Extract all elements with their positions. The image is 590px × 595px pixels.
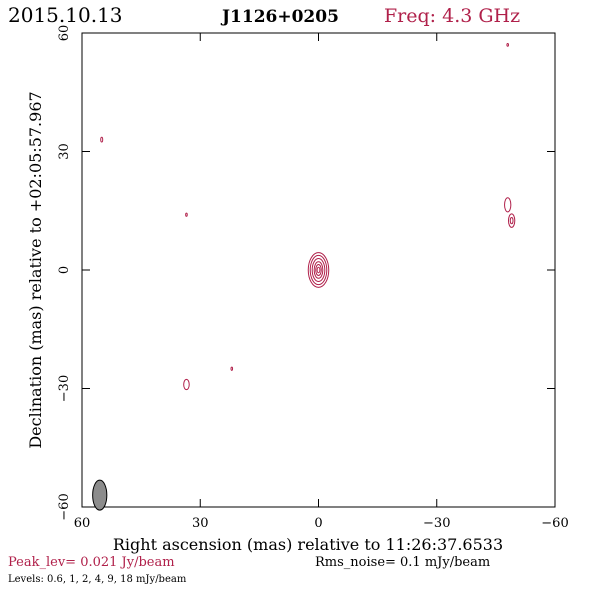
x-axis-label: Right ascension (mas) relative to 11:26:… bbox=[113, 535, 503, 554]
contour-blob-sw bbox=[183, 378, 190, 391]
x-tick-label: 0 bbox=[314, 516, 322, 531]
contour-core bbox=[307, 252, 330, 288]
beam-ellipse bbox=[92, 479, 108, 511]
y-tick-label: 0 bbox=[57, 266, 72, 274]
contour-core bbox=[309, 254, 328, 286]
contour-dot-nw bbox=[100, 136, 104, 143]
header-source: J1126+0205 bbox=[220, 7, 339, 27]
x-ticks: 60 30 0 −30 −60 bbox=[74, 33, 569, 531]
y-ticks: −60 −30 0 30 60 bbox=[57, 25, 555, 521]
contour-dot-mid bbox=[185, 212, 188, 217]
contour-core bbox=[311, 258, 326, 282]
plot-frame bbox=[81, 32, 556, 508]
y-tick-label: −60 bbox=[57, 493, 72, 520]
contour-east-knot bbox=[504, 197, 512, 213]
y-tick-label: 30 bbox=[57, 143, 72, 160]
contour-core bbox=[313, 261, 324, 279]
x-tick-label: 60 bbox=[74, 516, 91, 531]
contour-dot-south bbox=[230, 366, 234, 371]
y-axis-label: Declination (mas) relative to +02:05:57.… bbox=[26, 91, 45, 448]
header-date: 2015.10.13 bbox=[8, 3, 123, 27]
rms-noise: Rms_noise= 0.1 mJy/beam bbox=[315, 555, 490, 570]
y-tick-label: 60 bbox=[57, 25, 72, 42]
x-tick-label: −30 bbox=[423, 516, 450, 531]
contour-dot-ne bbox=[506, 42, 509, 47]
contour-core bbox=[315, 263, 322, 277]
x-tick-label: −60 bbox=[541, 516, 568, 531]
contour-layer bbox=[92, 42, 516, 511]
x-tick-label: 30 bbox=[192, 516, 209, 531]
y-tick-label: −30 bbox=[57, 375, 72, 402]
contour-levels: Levels: 0.6, 1, 2, 4, 9, 18 mJy/beam bbox=[8, 574, 187, 585]
header-frequency: Freq: 4.3 GHz bbox=[384, 5, 520, 27]
peak-level: Peak_lev= 0.021 Jy/beam bbox=[8, 555, 175, 570]
contour-east-knot-2 bbox=[509, 216, 514, 225]
contour-core bbox=[316, 266, 321, 274]
contour-east-knot-2 bbox=[507, 213, 516, 228]
